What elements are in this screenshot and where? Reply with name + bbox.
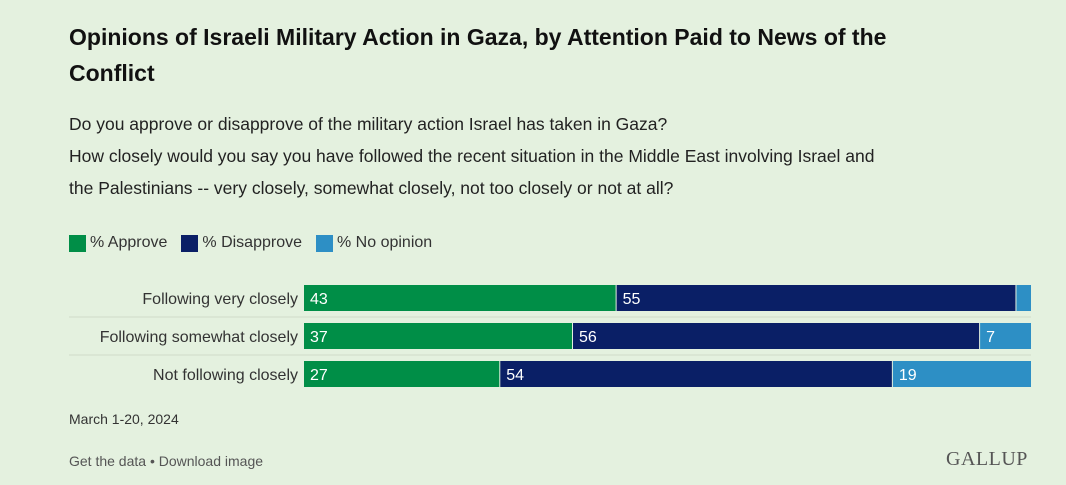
- legend-item-disapprove: % Disapprove: [181, 234, 302, 252]
- bar-segment[interactable]: [980, 323, 1031, 349]
- bar-segment[interactable]: [892, 361, 1031, 387]
- legend-swatch-no-opinion: [316, 234, 333, 252]
- subtitle-line-2: How closely would you say you have follo…: [69, 146, 875, 166]
- legend-item-no-opinion: % No opinion: [316, 234, 432, 252]
- legend-swatch-disapprove: [181, 234, 199, 252]
- data-label: 43: [310, 291, 328, 308]
- category-label: Following very closely: [142, 291, 298, 308]
- category-label: Following somewhat closely: [100, 329, 298, 346]
- data-label: 55: [623, 291, 641, 308]
- legend: % Approve % Disapprove % No opinion: [69, 234, 432, 252]
- bar-segment[interactable]: [304, 285, 616, 311]
- data-label: 27: [310, 367, 328, 384]
- data-label: 19: [899, 367, 917, 384]
- legend-label-approve: % Approve: [90, 234, 168, 251]
- subtitle-line-3: the Palestinians -- very closely, somewh…: [69, 178, 674, 198]
- bar-segment[interactable]: [500, 361, 892, 387]
- legend-swatch-approve: [69, 234, 86, 252]
- data-label: 56: [579, 329, 597, 346]
- data-label: 54: [506, 367, 524, 384]
- category-label: Not following closely: [153, 367, 298, 384]
- legend-item-approve: % Approve: [69, 234, 167, 252]
- bar-segment[interactable]: [616, 285, 1016, 311]
- data-label: 7: [986, 329, 995, 346]
- bar-segment[interactable]: [304, 361, 500, 387]
- chart-title: Opinions of Israeli Military Action in G…: [69, 24, 887, 86]
- subtitle-line-1: Do you approve or disapprove of the mili…: [69, 114, 668, 134]
- bar-segment[interactable]: [304, 323, 572, 349]
- footer-links[interactable]: Get the data • Download image: [69, 453, 264, 469]
- legend-label-no-opinion: % No opinion: [337, 234, 433, 251]
- date-note: March 1-20, 2024: [69, 411, 179, 427]
- data-label: 37: [310, 329, 328, 346]
- bar-segment[interactable]: [572, 323, 980, 349]
- legend-label-disapprove: % Disapprove: [202, 234, 302, 251]
- bar-segment[interactable]: [1016, 285, 1031, 311]
- gallup-logo: GALLUP: [946, 448, 1028, 470]
